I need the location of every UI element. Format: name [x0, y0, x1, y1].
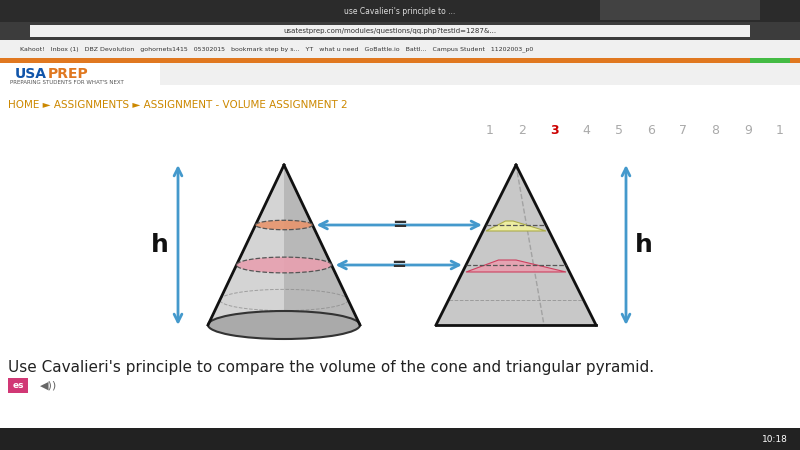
Ellipse shape	[237, 257, 331, 273]
Bar	[30, 25, 750, 37]
Text: HOME ► ASSIGNMENTS ► ASSIGNMENT - VOLUME ASSIGNMENT 2: HOME ► ASSIGNMENTS ► ASSIGNMENT - VOLUME…	[8, 100, 348, 110]
Ellipse shape	[208, 311, 360, 339]
Polygon shape	[466, 260, 566, 272]
Bar	[0, 428, 800, 450]
Text: use Cavalieri's principle to ...: use Cavalieri's principle to ...	[344, 6, 456, 15]
Bar	[0, 85, 800, 450]
Text: =: =	[392, 216, 406, 234]
Ellipse shape	[255, 220, 313, 230]
Text: 7: 7	[679, 123, 687, 136]
Bar	[600, 0, 760, 20]
Text: =: =	[391, 256, 406, 274]
Text: 5: 5	[615, 123, 623, 136]
Text: 1: 1	[776, 123, 784, 136]
Polygon shape	[208, 165, 284, 325]
Bar	[0, 63, 160, 85]
Bar	[750, 58, 790, 63]
Text: 1: 1	[486, 123, 494, 136]
Bar	[8, 378, 28, 393]
Text: h: h	[151, 233, 169, 257]
Text: 4: 4	[582, 123, 590, 136]
Bar	[0, 58, 800, 63]
Bar	[0, 0, 800, 22]
Text: ◀)): ◀))	[40, 381, 58, 391]
Text: PREPARING STUDENTS FOR WHAT'S NEXT: PREPARING STUDENTS FOR WHAT'S NEXT	[10, 81, 124, 86]
Polygon shape	[284, 165, 360, 325]
Bar	[0, 40, 800, 58]
Text: Kahoot!   Inbox (1)   DBZ Devolution   gohornets1415   05302015   bookmark step : Kahoot! Inbox (1) DBZ Devolution gohorne…	[20, 46, 534, 52]
Text: h: h	[635, 233, 653, 257]
Text: PREP: PREP	[48, 67, 89, 81]
Text: USA: USA	[15, 67, 47, 81]
Text: 8: 8	[711, 123, 719, 136]
Text: 10:18: 10:18	[762, 435, 788, 444]
Text: 3: 3	[550, 123, 558, 136]
Polygon shape	[436, 165, 596, 325]
Text: 2: 2	[518, 123, 526, 136]
Bar	[0, 22, 800, 40]
Text: 9: 9	[744, 123, 752, 136]
Text: 6: 6	[647, 123, 655, 136]
Text: es: es	[12, 381, 24, 390]
Text: usatestprep.com/modules/questions/qq.php?testid=1287&...: usatestprep.com/modules/questions/qq.php…	[283, 28, 497, 34]
Text: Use Cavalieri's principle to compare the volume of the cone and triangular pyram: Use Cavalieri's principle to compare the…	[8, 360, 654, 375]
Polygon shape	[486, 221, 546, 231]
